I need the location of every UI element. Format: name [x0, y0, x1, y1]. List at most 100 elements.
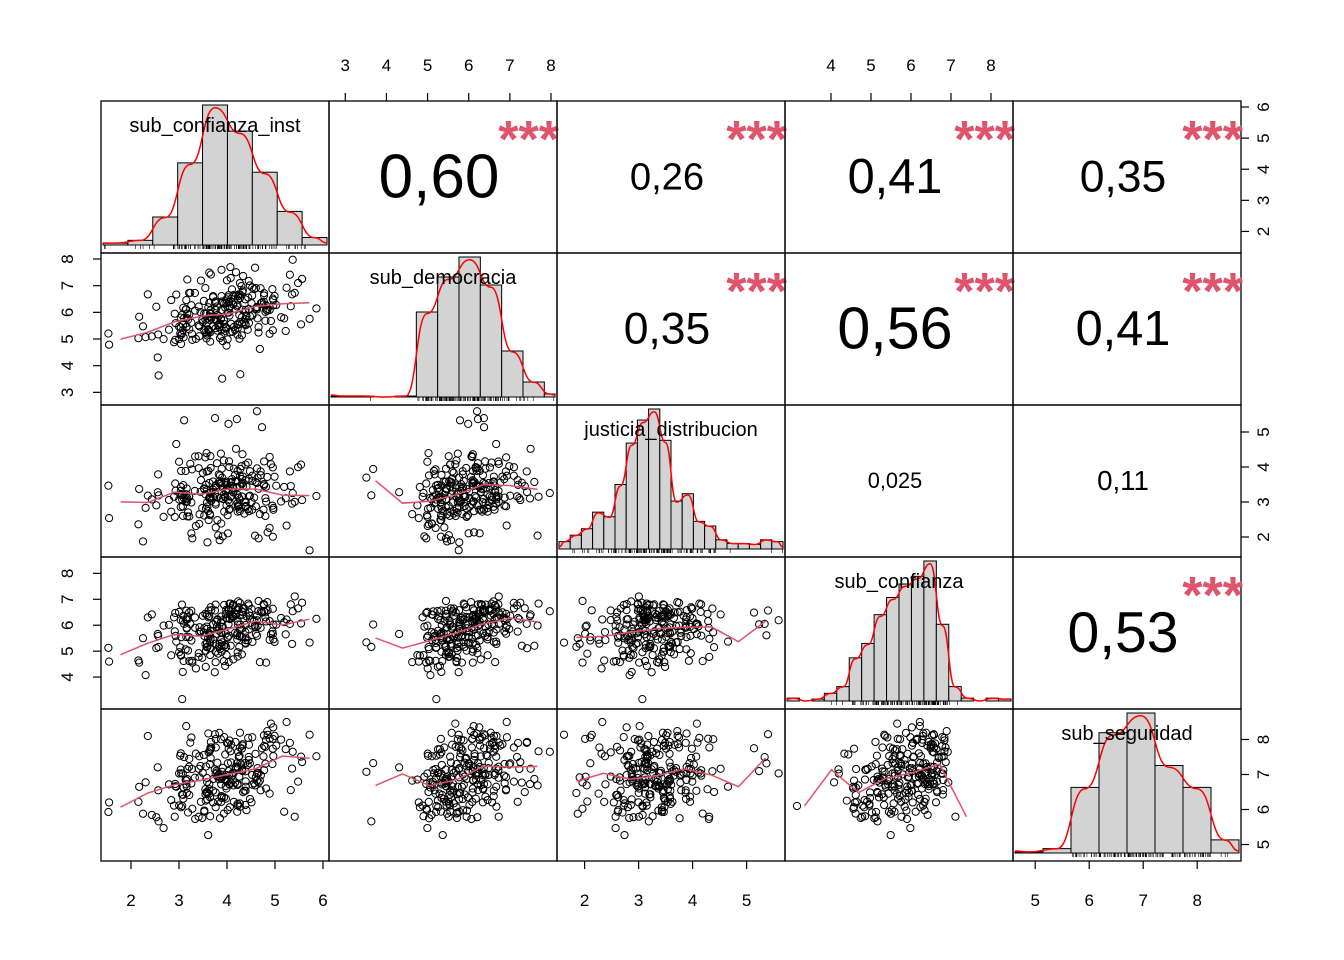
scatter-point	[475, 505, 484, 514]
scatter-point	[217, 265, 226, 274]
scatter-point	[104, 481, 113, 490]
histogram-bar	[692, 520, 706, 550]
scatter-point	[509, 743, 518, 752]
scatter-point	[641, 779, 650, 788]
scatter-point	[907, 764, 917, 773]
scatter-point	[252, 616, 262, 625]
scatter-point	[659, 600, 668, 609]
scatter-point	[183, 508, 193, 517]
scatter-point	[914, 790, 923, 799]
scatter-point	[651, 782, 660, 791]
scatter-point	[194, 649, 203, 658]
scatter-point	[229, 655, 238, 664]
scatter-point	[648, 747, 657, 756]
scatter-point	[233, 629, 242, 638]
scatter-point	[873, 772, 882, 781]
scatter-point	[224, 744, 233, 753]
scatter-point	[665, 749, 674, 758]
scatter-point	[297, 274, 307, 283]
scatter-point	[437, 606, 446, 615]
scatter-point	[188, 534, 197, 543]
scatter-point	[204, 606, 213, 615]
scatter-point	[509, 604, 519, 613]
scatter-point	[686, 649, 695, 658]
scatter-point	[205, 308, 215, 317]
scatter-point	[188, 804, 197, 813]
scatter-point	[634, 788, 643, 797]
scatter-point	[183, 275, 192, 284]
scatter-point	[104, 643, 113, 652]
scatter-point	[226, 758, 236, 767]
scatter-point	[762, 631, 771, 640]
scatter-point	[175, 801, 184, 810]
scatter-point	[265, 523, 274, 533]
scatter-point	[448, 788, 457, 797]
scatter-point	[659, 604, 668, 613]
scatter-point	[233, 466, 242, 475]
scatter-point	[894, 785, 903, 794]
tick-label: 3	[58, 388, 77, 397]
scatter-point	[473, 764, 482, 773]
scatter-point	[210, 730, 220, 739]
scatter-point	[454, 730, 463, 739]
variable-label: sub_seguridad	[1061, 723, 1192, 745]
scatter-point	[457, 613, 466, 623]
scatter-point	[297, 495, 307, 505]
scatter-point	[600, 628, 610, 637]
scatter-point	[228, 600, 238, 609]
scatter-point	[458, 806, 468, 815]
scatter-point	[265, 617, 274, 626]
scatter-point	[490, 505, 499, 514]
scatter-point	[266, 630, 276, 639]
scatter-point	[447, 474, 456, 484]
scatter-point	[277, 313, 286, 322]
scatter-point	[297, 598, 307, 607]
scatter-point	[703, 785, 712, 794]
tick-label: 8	[1192, 891, 1201, 910]
scatter-point	[468, 639, 477, 648]
tick-label: 5	[423, 56, 432, 75]
scatter-point	[259, 607, 269, 616]
histogram-bar	[415, 311, 439, 398]
scatter-point	[469, 722, 478, 731]
scatter-point	[408, 658, 417, 667]
scatter-point	[911, 807, 920, 816]
scatter-point	[453, 646, 462, 655]
scatter-point	[942, 726, 951, 736]
scatter-point	[856, 813, 865, 823]
scatter-point	[243, 504, 252, 514]
panel-2-2: justicia_distribucion	[556, 404, 786, 558]
scatter-point	[509, 463, 519, 472]
scatter-point	[164, 620, 174, 629]
scatter-point	[476, 600, 486, 609]
scatter-point	[457, 744, 466, 753]
scatter-point	[559, 730, 569, 739]
scatter-point	[256, 298, 265, 308]
scatter-point	[424, 656, 433, 665]
scatter-point	[449, 604, 458, 613]
scatter-point	[675, 814, 684, 823]
scatter-point	[435, 789, 444, 798]
tick-label: 6	[906, 56, 915, 75]
scatter-point	[479, 780, 489, 789]
scatter-point	[176, 339, 186, 349]
scatter-point	[424, 797, 433, 806]
scatter-point	[449, 468, 458, 477]
scatter-point	[921, 759, 930, 768]
scatter-point	[704, 734, 713, 743]
scatter-point	[575, 639, 584, 648]
scatter-point	[265, 789, 274, 798]
scatter-point	[489, 786, 498, 795]
scatter-point	[172, 637, 181, 646]
scatter-point	[436, 807, 446, 816]
scatter-point	[221, 794, 230, 803]
scatter-point	[290, 812, 299, 821]
scatter-point	[446, 639, 456, 648]
scatter-point	[897, 797, 906, 806]
scatter-point	[874, 793, 884, 802]
scatter-point	[865, 788, 875, 797]
scatter-point	[215, 536, 224, 545]
scatter-point	[513, 797, 522, 806]
scatter-point	[526, 764, 535, 773]
scatter-point	[216, 735, 226, 744]
